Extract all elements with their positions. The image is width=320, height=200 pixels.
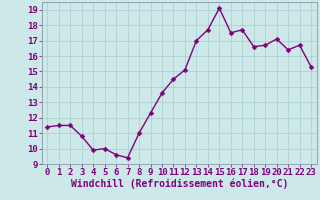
X-axis label: Windchill (Refroidissement éolien,°C): Windchill (Refroidissement éolien,°C) xyxy=(70,179,288,189)
